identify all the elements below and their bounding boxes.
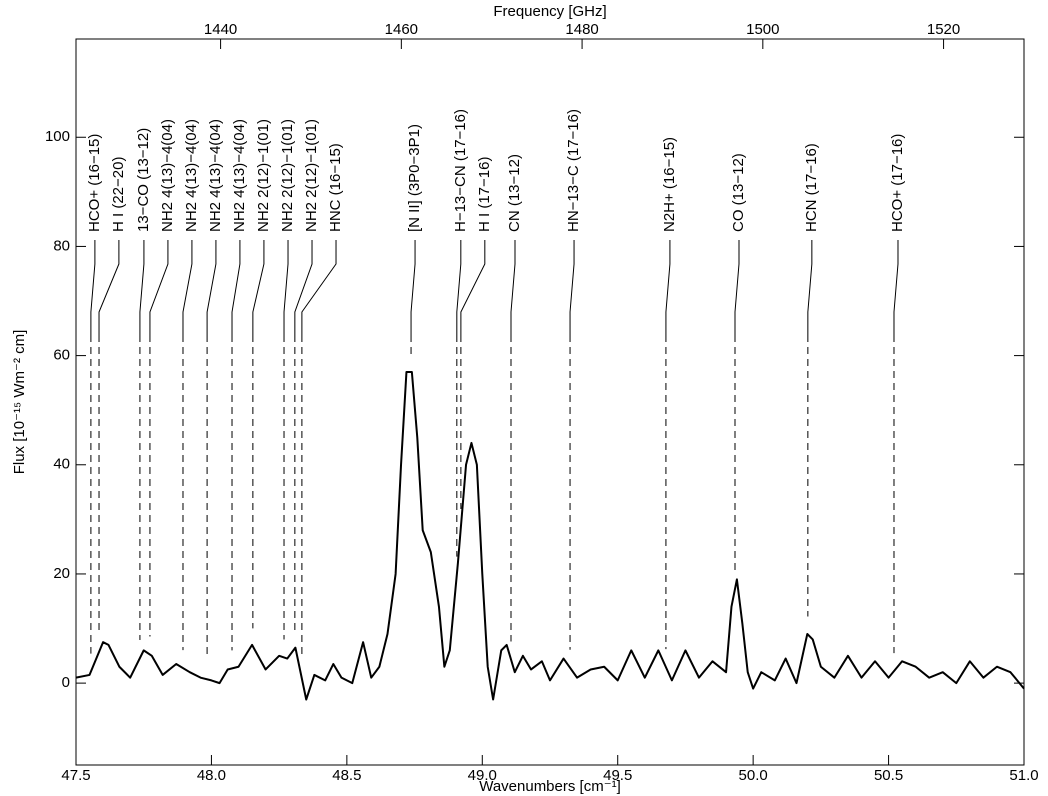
line-connector — [510, 240, 516, 335]
line-label: HCN (17−16) — [803, 143, 820, 232]
line-connector — [139, 240, 145, 335]
line-connector — [252, 240, 265, 335]
line-label: NH2 4(13)−4(04) — [183, 119, 200, 232]
line-connector — [294, 240, 313, 335]
line-connector — [410, 240, 416, 335]
line-connector — [283, 240, 289, 335]
line-label: N2H+ (16−15) — [661, 137, 678, 232]
x-tick-label: 50.0 — [739, 767, 768, 784]
line-label: NH2 2(12)−1(01) — [279, 119, 296, 232]
y-tick-label: 80 — [53, 237, 70, 254]
y-tick-label: 0 — [62, 674, 70, 691]
line-connector — [206, 240, 217, 335]
line-connector — [456, 240, 462, 335]
line-label: NH2 4(13)−4(04) — [207, 119, 224, 232]
line-connector — [460, 240, 486, 335]
line-label: HN−13−C (17−16) — [565, 109, 582, 232]
x-tick-label: 50.5 — [874, 767, 903, 784]
y-tick-label: 100 — [45, 128, 70, 145]
line-label: HNC (16−15) — [327, 143, 344, 232]
line-label: [N II] (3P0−3P1) — [406, 124, 423, 232]
y-tick-label: 60 — [53, 347, 70, 364]
line-label: NH2 4(13)−4(04) — [159, 119, 176, 232]
x2-tick-label: 1460 — [385, 21, 418, 38]
line-connector — [231, 240, 241, 335]
line-label: CO (13−12) — [730, 153, 747, 232]
line-label: H I (17−16) — [476, 157, 493, 232]
line-label: CN (13−12) — [506, 154, 523, 232]
line-connector — [301, 240, 337, 335]
line-connector — [893, 240, 899, 335]
line-label: H−13−CN (17−16) — [452, 109, 469, 232]
x2-tick-label: 1480 — [565, 21, 598, 38]
x-tick-label: 47.5 — [61, 767, 90, 784]
x2-axis-label: Frequency [GHz] — [493, 3, 606, 20]
line-label: HCO+ (17−16) — [889, 134, 906, 232]
y-axis-label: Flux [10⁻¹⁵ Wm⁻² cm] — [11, 330, 28, 475]
x-tick-label: 49.5 — [603, 767, 632, 784]
x-tick-label: 49.0 — [468, 767, 497, 784]
line-connector — [734, 240, 740, 335]
x2-tick-label: 1500 — [746, 21, 779, 38]
line-label: NH2 4(13)−4(04) — [231, 119, 248, 232]
spectrum-line — [75, 370, 1025, 701]
line-connector — [90, 240, 96, 335]
x-tick-label: 48.5 — [332, 767, 361, 784]
line-connector — [182, 240, 193, 335]
line-label: NH2 2(12)−1(01) — [255, 119, 272, 232]
line-connector — [807, 240, 813, 335]
plot-frame — [75, 38, 1025, 766]
line-label: NH2 2(12)−1(01) — [303, 119, 320, 232]
x2-tick-label: 1440 — [204, 21, 237, 38]
line-connector — [149, 240, 169, 335]
line-connector — [98, 240, 120, 335]
y-tick-label: 40 — [53, 456, 70, 473]
line-connector — [569, 240, 575, 335]
line-label: HCO+ (16−15) — [86, 134, 103, 232]
x-tick-label: 51.0 — [1009, 767, 1038, 784]
y-tick-label: 20 — [53, 565, 70, 582]
line-label: H I (22−20) — [110, 157, 127, 232]
x2-tick-label: 1520 — [927, 21, 960, 38]
line-label: 13−CO (13−12) — [135, 128, 152, 232]
x-axis-label: Wavenumbers [cm⁻¹] — [479, 778, 621, 795]
x-tick-label: 48.0 — [197, 767, 226, 784]
line-connector — [665, 240, 671, 335]
